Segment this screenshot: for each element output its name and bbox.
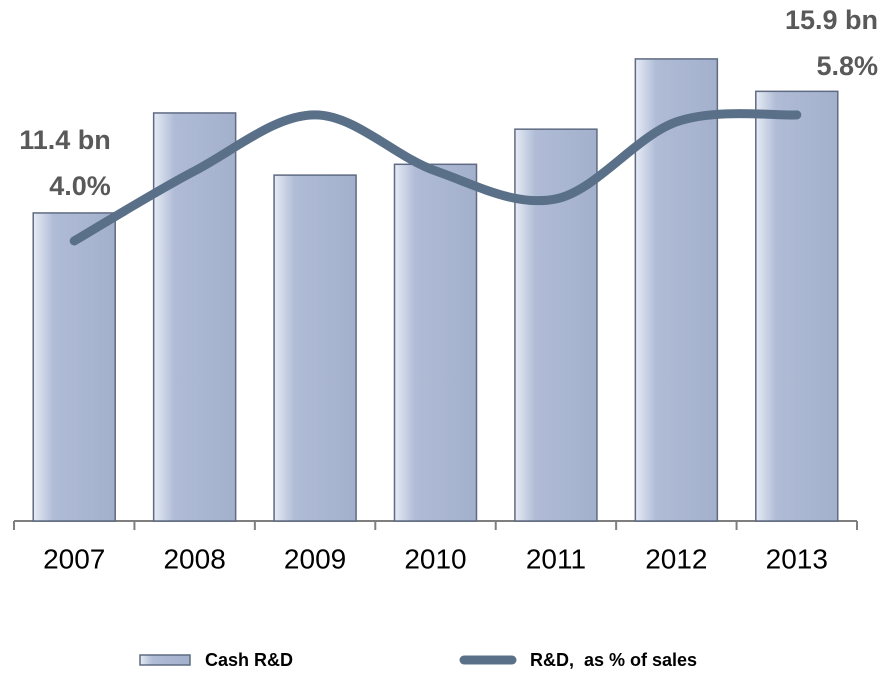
x-tick-label: 2008: [163, 543, 225, 574]
x-tick-label: 2012: [645, 543, 707, 574]
value-label: 11.4 bn: [19, 125, 111, 155]
legend-swatch: [139, 654, 191, 666]
x-tick-label: 2011: [526, 543, 586, 574]
x-tick-label: 2013: [766, 543, 828, 574]
line: [69, 109, 802, 246]
bar: [634, 58, 719, 522]
legend-label: Cash R&D: [205, 650, 293, 670]
x-tick-label: 2007: [43, 543, 105, 574]
bar: [32, 212, 116, 522]
value-label: 15.9 bn: [785, 5, 878, 35]
bar: [755, 90, 839, 522]
bar: [273, 174, 357, 522]
x-tick-label: 2010: [404, 543, 466, 574]
value-label: 4.0%: [49, 171, 111, 201]
legend-label: R&D, as % of sales: [530, 650, 697, 670]
bar: [393, 163, 478, 522]
x-tick-label: 2009: [284, 543, 346, 574]
value-label: 5.8%: [816, 51, 878, 81]
